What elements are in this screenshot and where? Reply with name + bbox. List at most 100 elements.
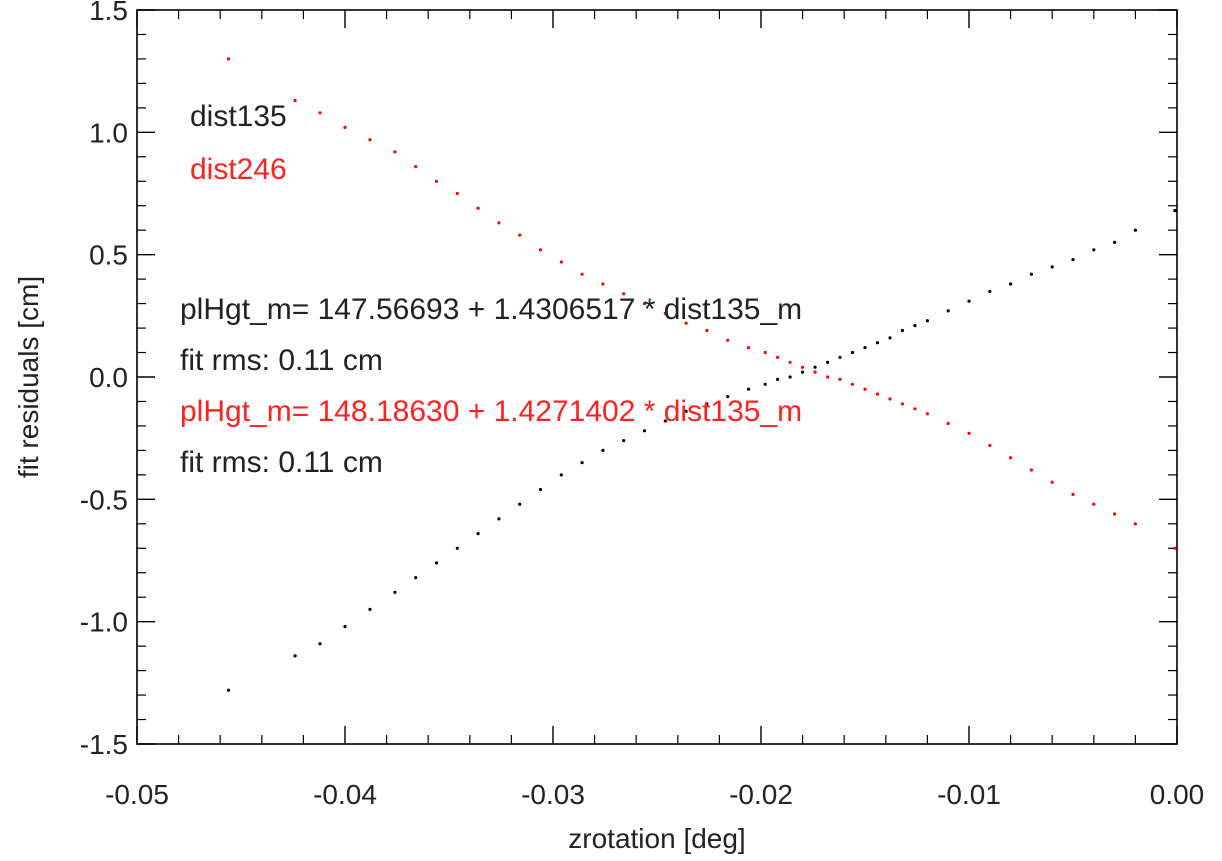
x-tick-label: -0.01 bbox=[937, 779, 1001, 810]
y-tick-label: 0.5 bbox=[89, 240, 128, 271]
data-point-dist246 bbox=[1133, 522, 1137, 526]
data-point-dist246 bbox=[434, 179, 439, 183]
data-point-dist135 bbox=[434, 561, 439, 565]
y-tick-label: -0.5 bbox=[80, 484, 128, 515]
x-tick-label: -0.05 bbox=[105, 779, 169, 810]
data-point-dist246 bbox=[746, 346, 751, 350]
data-point-dist246 bbox=[622, 292, 626, 296]
data-point-dist246 bbox=[538, 248, 543, 252]
data-point-dist246 bbox=[497, 221, 501, 225]
data-point-dist246 bbox=[318, 111, 322, 115]
data-point-dist246 bbox=[988, 443, 992, 448]
data-point-dist246 bbox=[788, 360, 792, 364]
fit-equation-dist246: plHgt_m= 148.18630 + 1.4271402 * dist135… bbox=[180, 395, 802, 428]
data-point-dist246 bbox=[1071, 492, 1075, 496]
fit-rms-dist135: fit rms: 0.11 cm bbox=[180, 344, 383, 377]
data-point-dist246 bbox=[776, 355, 780, 359]
plot-frame bbox=[136, 9, 1178, 745]
data-point-dist246 bbox=[946, 421, 950, 426]
data-point-dist135 bbox=[988, 289, 992, 293]
data-point-dist135 bbox=[414, 576, 418, 580]
data-point-dist246 bbox=[642, 302, 647, 306]
data-point-dist135 bbox=[455, 546, 459, 550]
data-point-dist135 bbox=[705, 402, 709, 406]
data-point-dist135 bbox=[518, 502, 522, 506]
y-tick-label: 1.5 bbox=[89, 0, 128, 26]
data-point-dist246 bbox=[601, 282, 605, 286]
data-point-dist246 bbox=[826, 375, 830, 379]
data-point-dist135 bbox=[663, 419, 667, 423]
data-point-dist135 bbox=[863, 346, 867, 350]
data-point-dist135 bbox=[1173, 209, 1177, 213]
data-point-dist135 bbox=[343, 625, 347, 629]
data-point-dist246 bbox=[1009, 456, 1013, 460]
data-point-dist135 bbox=[726, 395, 730, 399]
y-tick-label: -1.5 bbox=[80, 729, 128, 760]
data-point-dist246 bbox=[900, 402, 905, 406]
data-point-dist135 bbox=[538, 487, 543, 492]
data-point-dist246 bbox=[1050, 480, 1054, 484]
data-point-dist246 bbox=[863, 387, 867, 391]
data-point-dist135 bbox=[393, 590, 397, 594]
data-point-dist135 bbox=[875, 341, 880, 345]
data-point-dist246 bbox=[801, 365, 805, 369]
series-dist246 bbox=[226, 57, 1177, 550]
data-point-dist246 bbox=[455, 191, 459, 196]
data-point-dist246 bbox=[293, 98, 297, 103]
data-point-dist135 bbox=[580, 461, 584, 465]
data-point-dist246 bbox=[414, 165, 418, 169]
legend-label-dist135: dist135 bbox=[190, 100, 287, 133]
data-point-dist135 bbox=[1113, 240, 1117, 244]
data-point-dist135 bbox=[967, 299, 971, 303]
data-point-dist246 bbox=[875, 392, 880, 396]
data-point-dist135 bbox=[850, 350, 855, 355]
x-axis-label: zrotation [deg] bbox=[568, 823, 745, 854]
data-point-dist135 bbox=[925, 319, 930, 323]
data-point-dist135 bbox=[1071, 258, 1075, 262]
data-point-dist135 bbox=[776, 377, 780, 381]
y-tick-label: 0.0 bbox=[89, 362, 128, 393]
data-point-dist135 bbox=[746, 387, 751, 391]
data-point-dist135 bbox=[559, 473, 563, 477]
data-point-dist135 bbox=[1009, 282, 1013, 286]
data-point-dist246 bbox=[580, 272, 584, 276]
data-point-dist135 bbox=[622, 439, 626, 443]
data-point-dist135 bbox=[813, 365, 817, 369]
data-point-dist246 bbox=[913, 407, 917, 411]
data-point-dist135 bbox=[1029, 272, 1033, 276]
fit-equation-dist135: plHgt_m= 147.56693 + 1.4306517 * dist135… bbox=[180, 293, 802, 326]
x-tick-label: -0.04 bbox=[313, 779, 377, 810]
data-point-dist135 bbox=[888, 336, 892, 340]
data-point-dist135 bbox=[684, 409, 688, 413]
x-tick-label: -0.03 bbox=[521, 779, 585, 810]
data-point-dist246 bbox=[838, 377, 842, 381]
data-point-dist135 bbox=[1133, 228, 1137, 232]
data-point-dist135 bbox=[913, 324, 917, 328]
data-point-dist246 bbox=[705, 328, 709, 333]
axis-tick-labels: -0.05 -0.04 -0.03 -0.02 -0.01 0.00 -1.5 -1.0 -0.… bbox=[80, 0, 1205, 810]
y-tick-label: -1.0 bbox=[80, 607, 128, 638]
data-point-dist135 bbox=[1050, 265, 1054, 269]
y-tick-label: 1.0 bbox=[89, 117, 128, 148]
data-point-dist246 bbox=[1113, 512, 1117, 516]
data-point-dist135 bbox=[788, 375, 792, 379]
data-point-dist246 bbox=[925, 412, 930, 416]
data-point-dist246 bbox=[813, 370, 817, 374]
data-point-dist135 bbox=[946, 309, 950, 313]
fit-rms-dist246: fit rms: 0.11 cm bbox=[180, 446, 383, 479]
series-dist135 bbox=[226, 209, 1177, 692]
data-point-dist246 bbox=[393, 150, 397, 154]
data-point-dist246 bbox=[476, 206, 480, 210]
data-point-dist246 bbox=[888, 397, 892, 401]
data-point-dist135 bbox=[601, 448, 605, 452]
x-tick-label: -0.02 bbox=[729, 779, 793, 810]
data-point-dist246 bbox=[368, 138, 372, 142]
data-point-dist246 bbox=[763, 350, 767, 355]
data-point-dist246 bbox=[343, 125, 347, 129]
data-point-dist246 bbox=[226, 57, 231, 61]
data-point-dist246 bbox=[1173, 546, 1177, 550]
data-point-dist246 bbox=[1029, 468, 1033, 472]
data-point-dist135 bbox=[318, 642, 322, 646]
data-point-dist135 bbox=[801, 370, 805, 374]
